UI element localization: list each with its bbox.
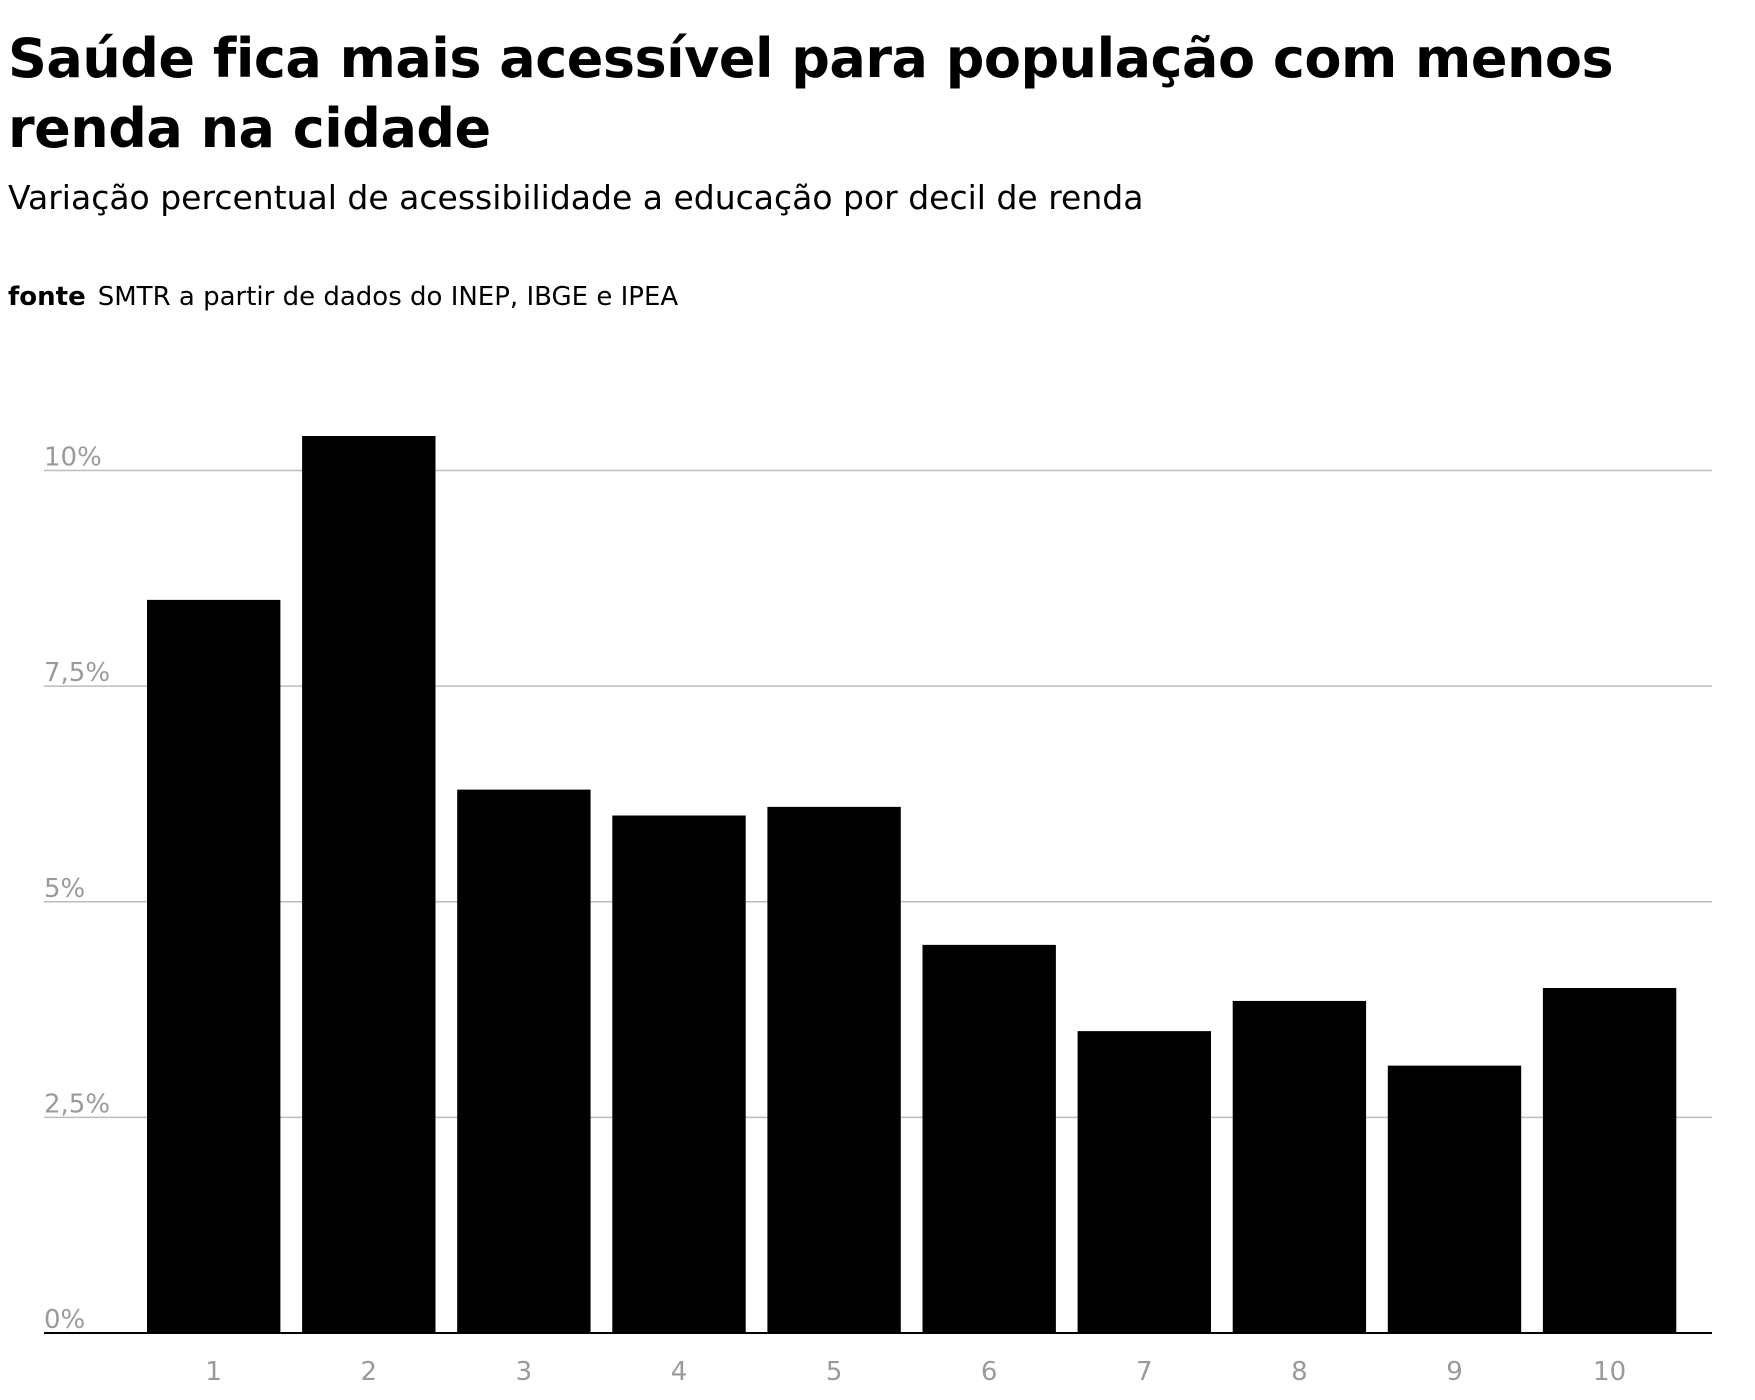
x-tick-label: 9 (1446, 1357, 1463, 1387)
x-tick-label: 7 (1136, 1357, 1153, 1387)
x-tick-label: 8 (1291, 1357, 1308, 1387)
source-label: fonte (8, 282, 86, 312)
source-text: SMTR a partir de dados do INEP, IBGE e I… (97, 282, 679, 312)
bar-decile-5 (767, 806, 901, 1333)
bar-decile-10 (1542, 988, 1677, 1333)
bar-decile-9 (1387, 1065, 1522, 1333)
y-tick-label: 2,5% (44, 1089, 110, 1119)
chart-title: Saúde fica mais acessível para população… (8, 27, 1614, 160)
y-axis-tick-labels: 0% 2,5% 5% 7,5% 10% (44, 443, 110, 1336)
x-tick-label: 2 (361, 1357, 378, 1387)
x-axis-tick-labels: 1 2 3 4 5 6 7 8 9 10 (205, 1357, 1626, 1387)
y-tick-label: 5% (44, 874, 85, 904)
bar-decile-8 (1232, 1000, 1367, 1333)
bar-decile-2 (302, 436, 436, 1333)
bar-decile-3 (457, 789, 591, 1333)
chart-subtitle: Variação percentual de acessibilidade a … (8, 178, 1144, 217)
bar-decile-7 (1077, 1031, 1211, 1333)
bar-decile-4 (612, 815, 746, 1333)
x-tick-label: 3 (516, 1357, 533, 1387)
bars (147, 436, 1677, 1333)
x-tick-label: 1 (205, 1357, 222, 1387)
x-tick-label: 6 (981, 1357, 998, 1387)
chart-header: Saúde fica mais acessível para população… (8, 24, 1708, 220)
y-tick-label: 0% (44, 1305, 85, 1335)
bar-decile-6 (922, 944, 1056, 1333)
source-line: fonte SMTR a partir de dados do INEP, IBG… (8, 280, 678, 314)
y-tick-label: 7,5% (44, 658, 110, 688)
x-tick-label: 10 (1593, 1357, 1626, 1387)
bar-decile-1 (147, 599, 281, 1333)
x-tick-label: 5 (826, 1357, 843, 1387)
y-tick-label: 10% (44, 443, 102, 473)
x-tick-label: 4 (671, 1357, 688, 1387)
